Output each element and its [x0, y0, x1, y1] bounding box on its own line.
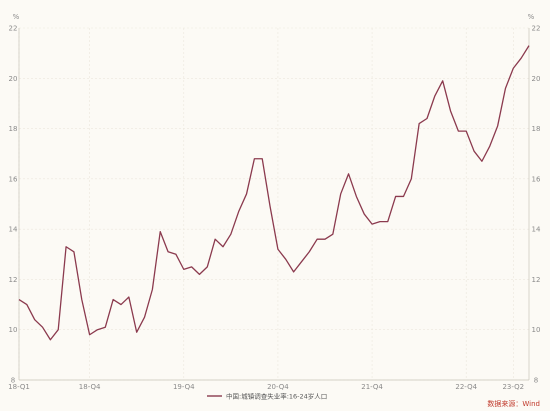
y-tick-right-12: 12	[532, 276, 541, 284]
chart-grid	[18, 27, 529, 381]
y-tick-left-12: 12	[9, 276, 18, 284]
y-axis-right-ticks: 8 10 12 14 16 18 20 22	[532, 25, 541, 385]
x-tick-23-Q2: 23-Q2	[502, 383, 524, 391]
y-tick-left-22: 22	[9, 25, 18, 33]
right-axis-unit: %	[528, 13, 535, 21]
y-tick-left-18: 18	[9, 125, 18, 133]
y-tick-right-20: 20	[532, 75, 541, 83]
chart-legend: 中国:城镇调查失业率:16-24岁人口	[207, 392, 327, 401]
y-tick-left-20: 20	[9, 75, 18, 83]
y-tick-left-10: 10	[9, 326, 18, 334]
x-tick-21-Q4: 21-Q4	[361, 383, 383, 391]
y-tick-right-8: 8	[534, 377, 538, 385]
source-note: 数据来源：Wind	[487, 399, 540, 408]
y-tick-right-14: 14	[532, 226, 541, 234]
chart-axes	[18, 28, 530, 381]
y-tick-right-10: 10	[532, 326, 541, 334]
x-tick-20-Q4: 20-Q4	[267, 383, 289, 391]
y-tick-left-14: 14	[9, 226, 18, 234]
x-tick-18-Q4: 18-Q4	[79, 383, 101, 391]
series-line-0	[18, 45, 530, 341]
series-lines	[18, 45, 530, 341]
y-tick-left-8: 8	[11, 377, 15, 385]
y-tick-left-16: 16	[9, 175, 18, 183]
legend-label: 中国:城镇调查失业率:16-24岁人口	[226, 392, 327, 401]
x-tick-22-Q4: 22-Q4	[455, 383, 477, 391]
y-tick-right-22: 22	[532, 25, 541, 33]
x-tick-18-Q1: 18-Q1	[8, 383, 30, 391]
left-axis-unit: %	[13, 13, 20, 21]
x-tick-19-Q4: 19-Q4	[173, 383, 195, 391]
x-axis-ticks: 18-Q1 18-Q4 19-Q4 20-Q4 21-Q4 22-Q4 23-Q2	[8, 383, 524, 391]
y-tick-right-18: 18	[532, 125, 541, 133]
y-axis-left-ticks: 8 10 12 14 16 18 20 22	[9, 25, 18, 385]
y-tick-right-16: 16	[532, 175, 541, 183]
